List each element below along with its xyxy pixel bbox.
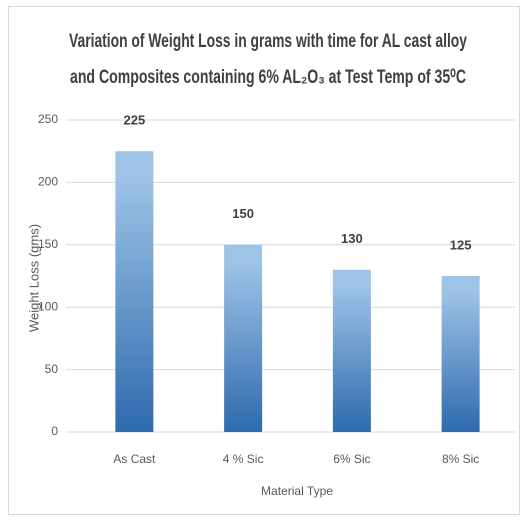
data-label: 150 xyxy=(232,206,254,221)
bar xyxy=(332,269,371,432)
y-axis-title: Weight Loss (gms) xyxy=(26,224,41,332)
y-tick-label: 0 xyxy=(51,424,58,438)
bar xyxy=(441,276,480,432)
y-tick-label: 200 xyxy=(38,175,58,189)
x-tick-label: 6% Sic xyxy=(333,452,370,466)
y-tick-label: 250 xyxy=(38,112,58,126)
x-tick-label: 8% Sic xyxy=(442,452,479,466)
y-tick-label: 100 xyxy=(38,299,58,313)
x-tick-label: As Cast xyxy=(113,452,156,466)
x-tick-label: 4 % Sic xyxy=(223,452,264,466)
bar xyxy=(224,244,263,432)
bar xyxy=(115,151,154,432)
chart-border xyxy=(8,6,520,515)
data-label: 125 xyxy=(450,237,472,252)
chart-title: and Composites containing 6% AL₂O₃ at Te… xyxy=(70,67,466,88)
x-axis-title: Material Type xyxy=(261,484,333,498)
data-label: 130 xyxy=(341,231,363,246)
y-tick-label: 50 xyxy=(45,362,59,376)
data-label: 225 xyxy=(124,113,146,128)
y-tick-label: 150 xyxy=(38,237,58,251)
chart-title: Variation of Weight Loss in grams with t… xyxy=(69,31,467,52)
